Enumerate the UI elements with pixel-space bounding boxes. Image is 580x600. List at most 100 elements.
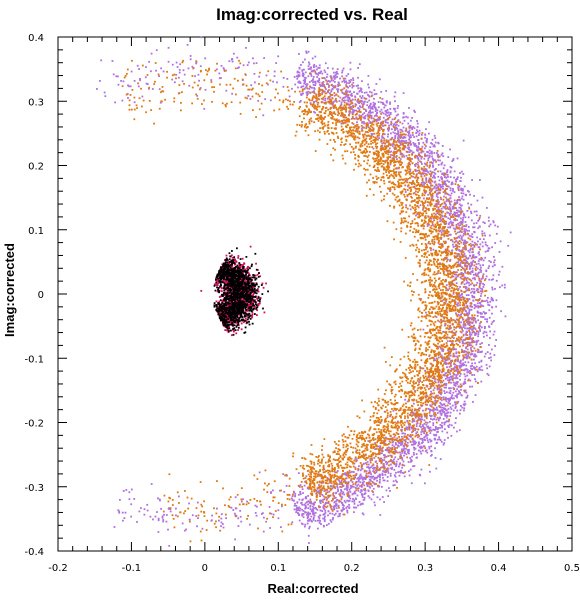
series-0-point [471, 331, 474, 334]
series-0-point [374, 110, 377, 112]
series-1-point [446, 207, 449, 210]
series-0-point [426, 165, 429, 167]
series-0-point [330, 485, 333, 488]
series-1-point [307, 473, 310, 476]
series-0-point [389, 154, 392, 156]
series-0-point [431, 176, 434, 179]
series-0-point [463, 228, 466, 231]
series-0-point [133, 79, 136, 82]
series-0-point [413, 136, 415, 138]
series-0-point [366, 461, 369, 463]
series-0-point [473, 367, 476, 370]
series-0-point [381, 459, 384, 461]
series-0-point [432, 217, 435, 220]
series-0-point [449, 207, 452, 210]
series-1-point [419, 422, 422, 425]
series-0-point [401, 451, 404, 454]
series-0-point [437, 208, 440, 211]
series-1-point [457, 188, 460, 191]
series-0-point [397, 444, 399, 447]
series-0-point [427, 376, 430, 379]
series-0-point [381, 135, 384, 138]
series-0-point [439, 458, 442, 461]
series-0-point [450, 381, 452, 384]
series-0-point [452, 270, 455, 273]
series-0-point [146, 503, 149, 506]
series-0-point [425, 145, 427, 148]
series-0-point [439, 439, 442, 442]
series-0-point [352, 492, 355, 495]
series-0-point [387, 446, 390, 449]
series-0-point [335, 70, 338, 73]
series-0-point [167, 60, 170, 63]
series-0-point [428, 177, 431, 180]
series-1-point [427, 372, 430, 375]
series-0-point [404, 398, 407, 401]
series-1-point [322, 471, 325, 474]
series-0-point [300, 86, 303, 89]
series-0-point [331, 87, 334, 90]
series-0-point [336, 470, 339, 472]
series-0-point [474, 273, 477, 276]
series-1-point [456, 308, 459, 311]
series-1-point [399, 358, 402, 361]
series-0-point [430, 439, 433, 442]
series-0-point [468, 318, 470, 321]
series-0-point [322, 498, 325, 501]
series-0-point [368, 469, 371, 472]
series-0-point [376, 109, 379, 112]
series-0-point [449, 170, 452, 173]
series-1-point [443, 317, 445, 320]
series-1-point [345, 130, 348, 133]
series-1-point [446, 319, 449, 322]
series-0-point [309, 102, 312, 105]
series-0-point [220, 521, 223, 524]
series-1-point [327, 101, 330, 104]
series-1-point [456, 285, 459, 288]
series-0-point [488, 344, 490, 346]
series-0-point [364, 489, 367, 492]
series-0-point [344, 90, 347, 93]
series-0-point [344, 473, 347, 476]
series-1-point [432, 316, 435, 319]
series-0-point [390, 463, 392, 466]
series-1-point [416, 370, 418, 373]
series-1-point [450, 295, 452, 298]
series-0-point [309, 505, 312, 508]
series-0-point [491, 288, 494, 291]
series-0-point [450, 222, 453, 225]
series-1-point [448, 201, 451, 203]
series-0-point [200, 36, 203, 39]
series-0-point [331, 103, 334, 106]
series-0-point [150, 483, 153, 485]
series-1-point [406, 392, 408, 395]
series-0-point [484, 300, 486, 303]
series-0-point [348, 97, 351, 100]
series-0-point [455, 282, 458, 285]
series-1-point [455, 256, 458, 259]
series-0-point [354, 497, 357, 500]
series-0-point [431, 138, 434, 141]
series-0-point [253, 62, 255, 65]
series-0-point [381, 111, 384, 114]
series-0-point [389, 474, 392, 477]
series-0-point [405, 427, 407, 430]
series-0-point [329, 519, 332, 522]
series-0-point [414, 415, 417, 417]
series-0-point [349, 61, 352, 64]
series-0-point [323, 513, 326, 516]
series-1-point [409, 409, 411, 411]
series-0-point [418, 143, 420, 145]
series-0-point [204, 88, 207, 91]
series-0-point [277, 509, 280, 512]
series-0-point [416, 146, 418, 149]
series-0-point [434, 213, 437, 216]
series-0-point [157, 517, 160, 520]
series-1-point [333, 451, 336, 453]
series-0-point [451, 283, 454, 286]
series-1-point [401, 438, 404, 440]
series-0-point [398, 474, 401, 477]
series-0-point [460, 282, 463, 285]
series-0-point [122, 490, 125, 492]
series-0-point [321, 85, 324, 88]
